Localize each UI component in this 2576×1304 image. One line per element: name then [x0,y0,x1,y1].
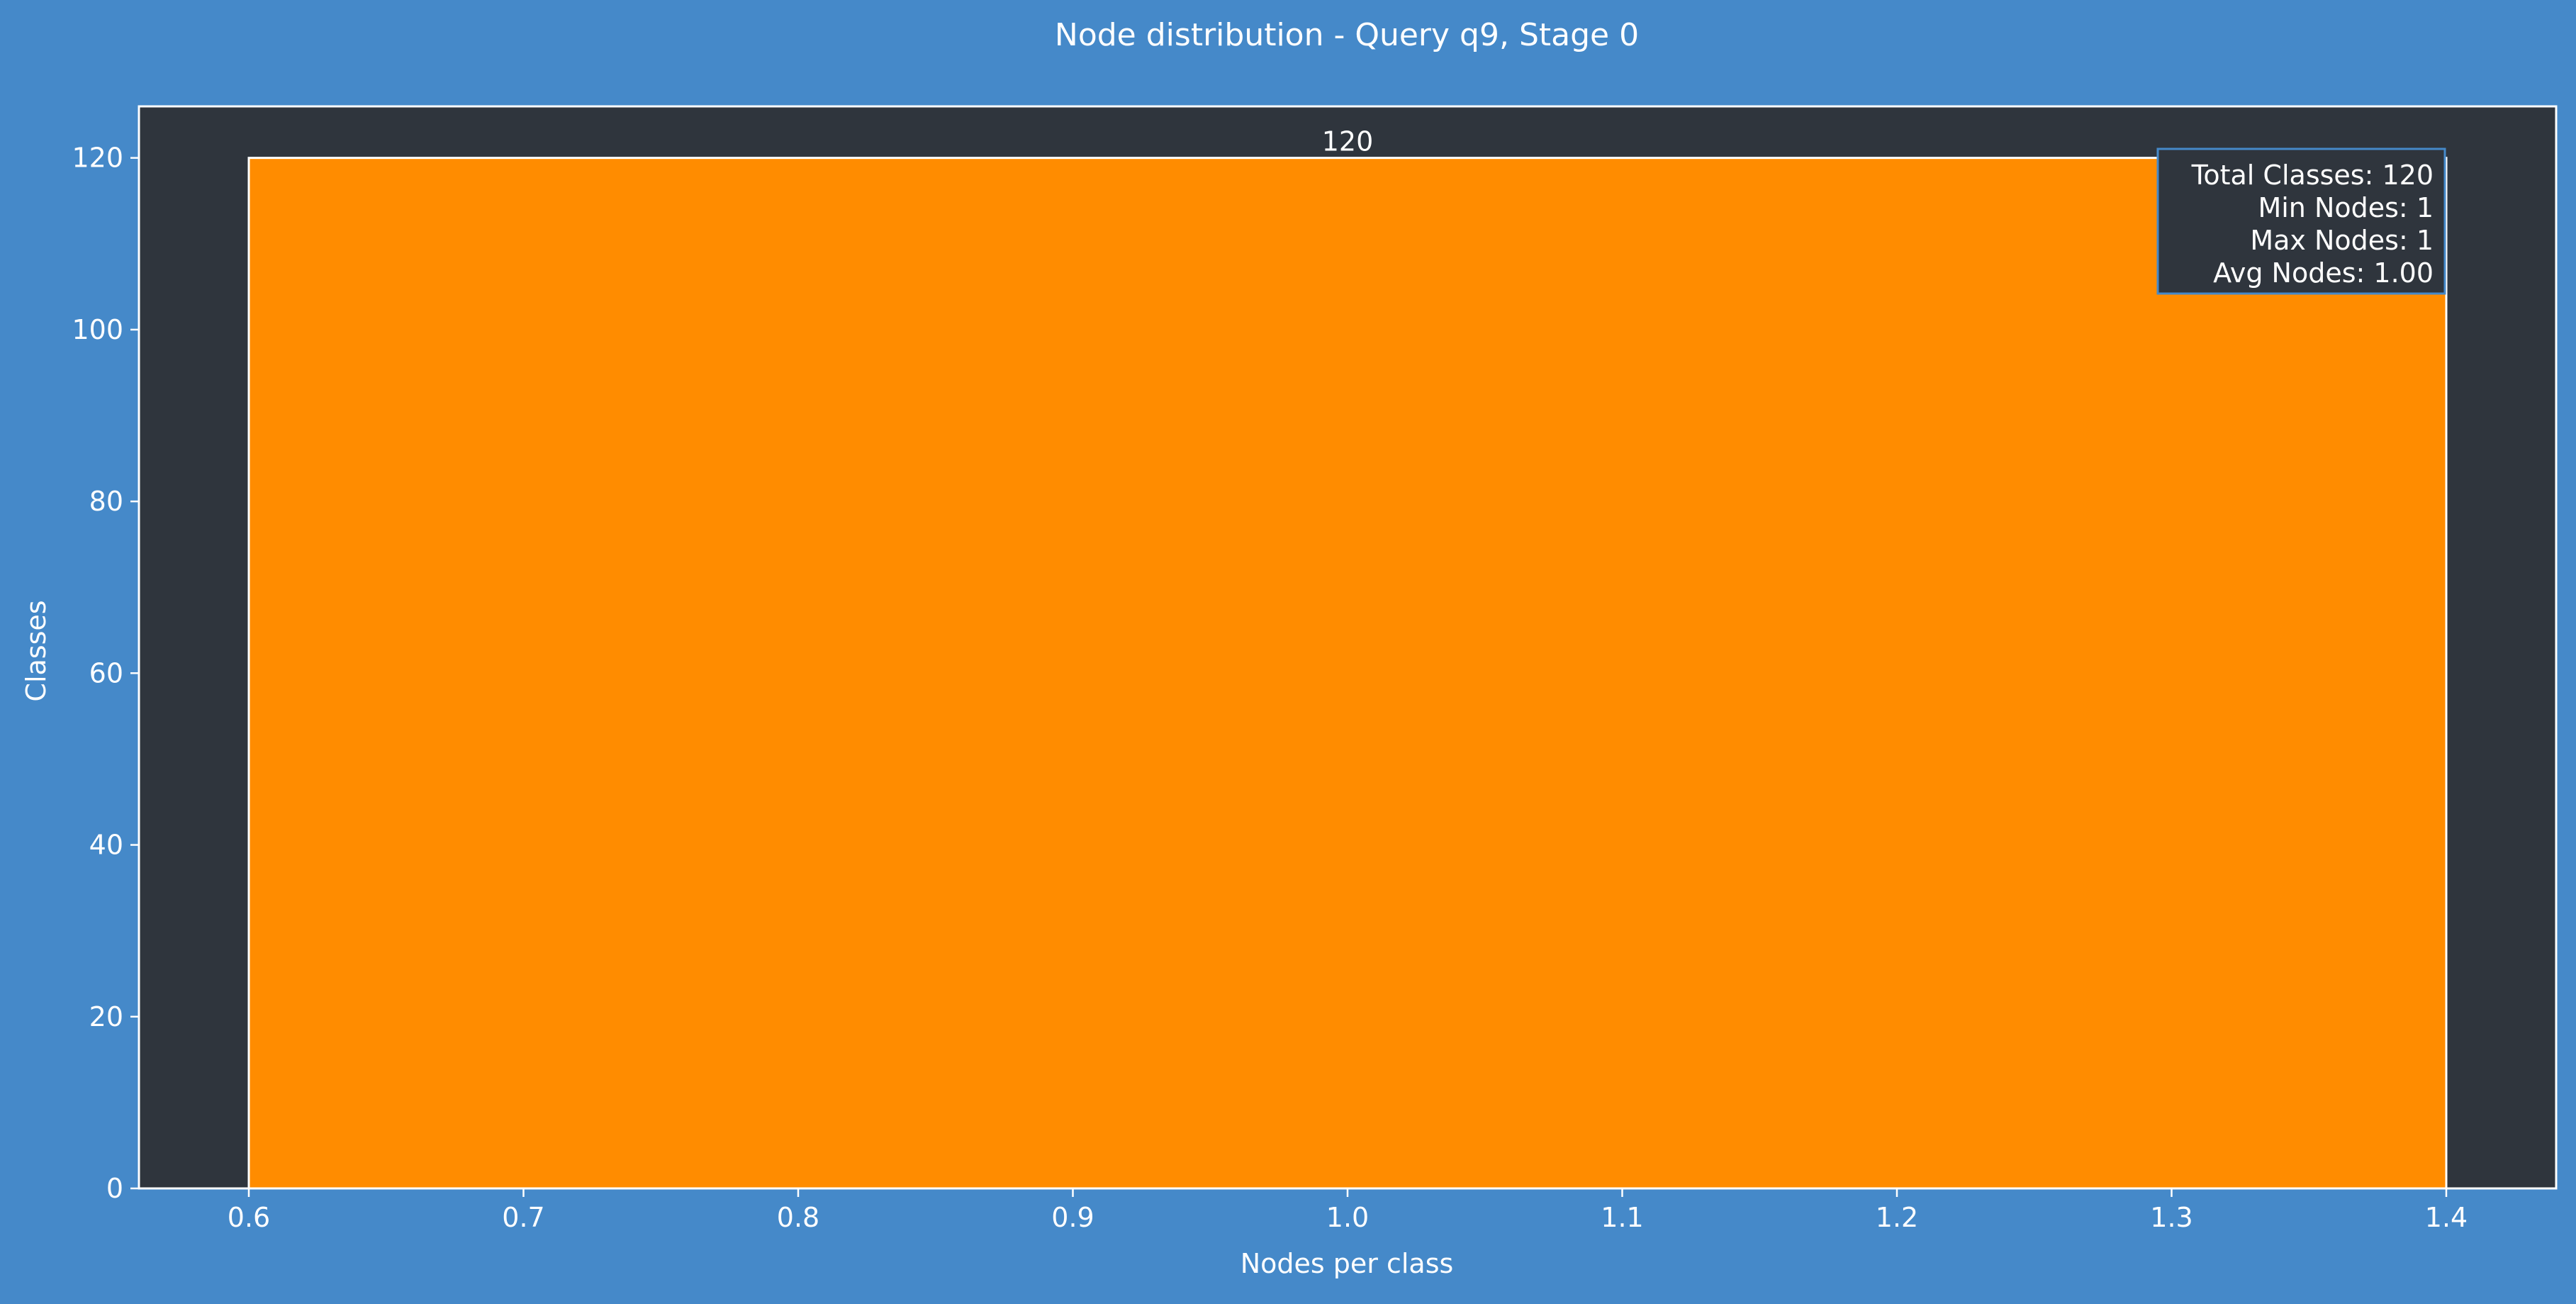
y-tick-label: 100 [72,314,123,345]
y-axis-label: Classes [21,600,52,701]
bar [247,157,2448,1190]
plot-frame [138,105,2558,1190]
stats-box-line: Max Nodes: 1 [2250,225,2434,256]
x-axis-label: Nodes per class [1241,1248,1454,1279]
stats-box-frame [2156,147,2446,295]
x-tick-label: 1.1 [1601,1202,1643,1233]
stats-box-line: Total Classes: 120 [2191,160,2434,191]
x-tick-label: 1.0 [1326,1202,1369,1233]
x-tick-label: 0.9 [1051,1202,1094,1233]
x-tick-label: 1.3 [2150,1202,2193,1233]
chart-title: Node distribution - Query q9, Stage 0 [1055,17,1639,53]
x-tick-label: 0.7 [502,1202,544,1233]
y-tick-label: 0 [106,1173,123,1204]
y-tick-label: 20 [89,1001,123,1032]
bars-layer: 120 [247,126,2448,1190]
y-tick-label: 60 [89,657,123,689]
y-tick-label: 40 [89,830,123,861]
x-tick-label: 0.6 [228,1202,270,1233]
x-tick-label: 0.8 [777,1202,819,1233]
x-tick-label: 1.4 [2425,1202,2468,1233]
ticks-layer: 0.6 0.7 0.8 0.9 1.0 1.1 1.2 1.3 1.4 0 20 40 60 80 100 1… [72,143,2468,1233]
stats-box-line: Min Nodes: 1 [2258,192,2434,223]
y-tick-label: 80 [89,486,123,517]
bar-value-label: 120 [1322,126,1374,157]
stats-box-line: Avg Nodes: 1.00 [2213,257,2434,289]
x-tick-label: 1.2 [1876,1202,1918,1233]
y-tick-label: 120 [72,143,123,174]
